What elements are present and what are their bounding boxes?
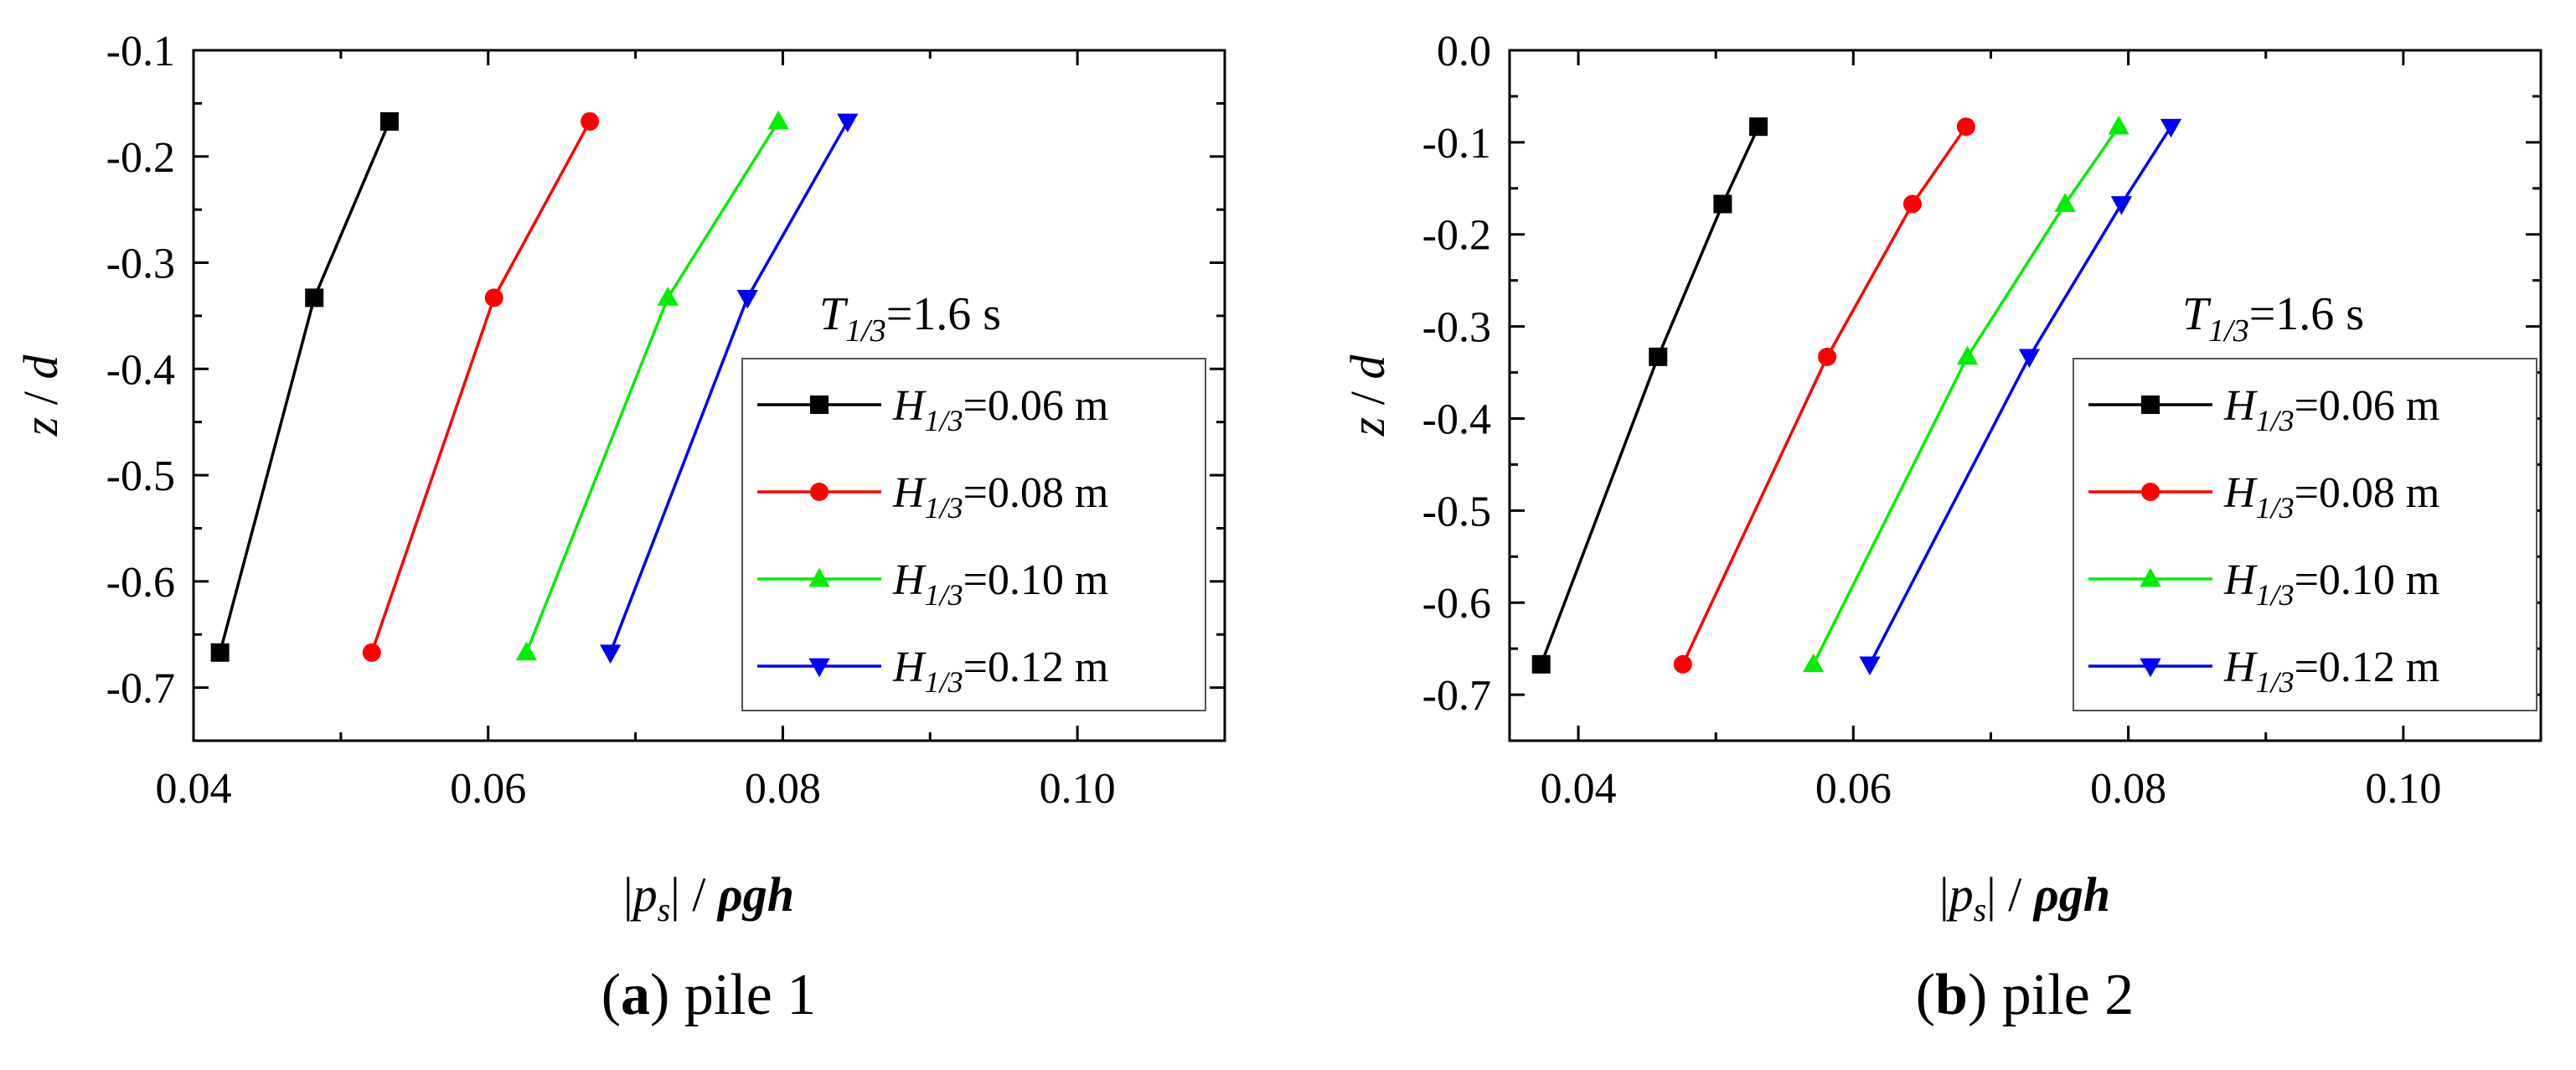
legend-swatch-marker bbox=[808, 567, 830, 587]
x-axis-label: |ps| / ρgh bbox=[623, 867, 794, 928]
y-tick-label: -0.1 bbox=[106, 28, 175, 75]
data-point bbox=[1749, 117, 1768, 137]
legend-label-2: H1/3=0.08 m bbox=[2223, 469, 2439, 525]
data-point bbox=[2054, 193, 2076, 212]
series-line-1 bbox=[218, 121, 391, 654]
y-tick-label: -0.2 bbox=[1422, 212, 1491, 260]
y-tick-label: -0.7 bbox=[106, 665, 175, 713]
data-point bbox=[484, 288, 503, 308]
legend-swatch-marker bbox=[2140, 658, 2161, 678]
y-tick-label: -0.4 bbox=[1422, 395, 1491, 443]
x-axis-label: |ps| / ρgh bbox=[1939, 867, 2110, 928]
legend-swatch-marker bbox=[2140, 567, 2161, 587]
y-tick-label: -0.5 bbox=[1422, 488, 1491, 535]
y-tick-label: -0.6 bbox=[1422, 580, 1491, 628]
data-point bbox=[657, 287, 679, 306]
data-point bbox=[1956, 117, 1975, 137]
legend-swatch-marker bbox=[2141, 395, 2160, 414]
y-tick-label: -0.5 bbox=[106, 452, 175, 500]
y-tick-label: -0.1 bbox=[1422, 120, 1491, 168]
plot-frame bbox=[1508, 49, 2542, 742]
legend-label-3: H1/3=0.10 m bbox=[892, 556, 1108, 612]
data-point bbox=[581, 111, 600, 131]
legend-swatch-marker bbox=[810, 395, 829, 414]
data-point bbox=[379, 111, 399, 131]
data-point bbox=[837, 113, 859, 133]
data-point bbox=[515, 641, 538, 661]
data-point bbox=[767, 110, 789, 130]
y-tick-label: -0.7 bbox=[1422, 672, 1491, 720]
panel-caption: (b) pile 2 bbox=[1916, 963, 2135, 1027]
data-point bbox=[2108, 115, 2129, 135]
y-axis-label: z / d bbox=[13, 354, 68, 437]
data-point bbox=[2160, 118, 2182, 138]
y-tick-label: -0.3 bbox=[1422, 304, 1491, 352]
y-tick-label: -0.3 bbox=[106, 240, 175, 288]
data-point bbox=[1713, 194, 1732, 214]
period-annotation: T1/3=1.6 s bbox=[819, 288, 1001, 349]
data-point bbox=[1531, 654, 1551, 674]
legend-swatch-marker bbox=[810, 483, 829, 501]
series-line-2 bbox=[1681, 126, 1968, 665]
data-point bbox=[1902, 194, 1922, 214]
legend-label-1: H1/3=0.06 m bbox=[2223, 382, 2439, 437]
legend: H1/3=0.06 m H1/3=0.08 m H1/3=0.10 m H1/3=0.… bbox=[741, 358, 1206, 711]
y-tick-label: -0.4 bbox=[106, 346, 175, 394]
panel-caption: (a) pile 1 bbox=[601, 963, 817, 1027]
x-tick-label: 0.10 bbox=[2365, 765, 2441, 813]
x-tick-label: 0.10 bbox=[1040, 765, 1116, 813]
data-point bbox=[736, 290, 758, 309]
data-point bbox=[2018, 349, 2041, 369]
legend-label-4: H1/3=0.12 m bbox=[2223, 644, 2439, 699]
legend-swatch-marker bbox=[808, 658, 830, 678]
series-line-1 bbox=[1540, 126, 1760, 665]
data-point bbox=[600, 644, 622, 664]
x-tick-label: 0.06 bbox=[450, 765, 526, 813]
x-tick-label: 0.08 bbox=[745, 765, 821, 813]
data-point bbox=[2110, 196, 2133, 215]
data-point bbox=[1956, 345, 1979, 365]
data-point bbox=[1803, 653, 1825, 673]
legend-box bbox=[741, 358, 1206, 711]
x-tick-label: 0.06 bbox=[1815, 765, 1892, 813]
plot-frame bbox=[192, 49, 1226, 742]
x-tick-label: 0.08 bbox=[2090, 765, 2166, 813]
data-point bbox=[1649, 347, 1668, 366]
legend-label-2: H1/3=0.08 m bbox=[892, 469, 1108, 525]
legend: H1/3=0.06 m H1/3=0.08 m H1/3=0.10 m H1/3=0.… bbox=[2073, 358, 2537, 711]
data-point bbox=[362, 643, 381, 662]
chart-panel-a: 0.04 0.06 0.08 0.10 -0.7 -0.6 -0.5 -0.4 -0.3 -0.2… bbox=[13, 28, 1226, 1027]
x-tick-label: 0.04 bbox=[1541, 765, 1617, 813]
y-tick-label: -0.2 bbox=[106, 134, 175, 182]
legend-label-3: H1/3=0.10 m bbox=[2223, 556, 2439, 612]
x-tick-label: 0.04 bbox=[156, 765, 232, 813]
legend-label-1: H1/3=0.06 m bbox=[892, 382, 1108, 437]
data-point bbox=[1859, 656, 1881, 676]
period-annotation: T1/3=1.6 s bbox=[2182, 288, 2364, 349]
legend-label-4: H1/3=0.12 m bbox=[892, 644, 1108, 699]
data-point bbox=[1818, 347, 1837, 366]
y-axis-label: z / d bbox=[1340, 354, 1395, 437]
series-line-3 bbox=[524, 121, 780, 654]
legend-swatch-marker bbox=[2141, 483, 2160, 501]
series-line-3 bbox=[1812, 126, 2120, 665]
y-tick-label: -0.6 bbox=[106, 559, 175, 607]
data-point bbox=[305, 288, 324, 308]
chart-panel-b: 0.04 0.06 0.08 0.10 -0.7 -0.6 -0.5 -0.4 -0.3 -0.2… bbox=[1340, 28, 2542, 1027]
data-point bbox=[1673, 654, 1692, 674]
y-tick-label: 0.0 bbox=[1437, 28, 1491, 75]
data-point bbox=[210, 643, 230, 662]
series-line-4 bbox=[1868, 126, 2172, 665]
legend-box bbox=[2073, 358, 2537, 711]
